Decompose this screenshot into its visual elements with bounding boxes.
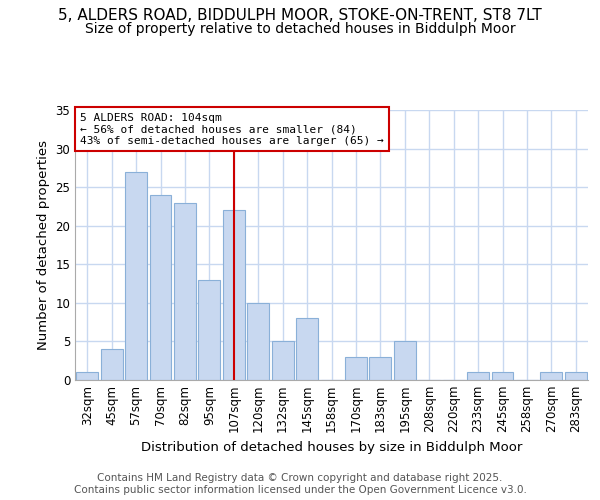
Bar <box>76 372 98 380</box>
Text: Size of property relative to detached houses in Biddulph Moor: Size of property relative to detached ho… <box>85 22 515 36</box>
Bar <box>174 202 196 380</box>
X-axis label: Distribution of detached houses by size in Biddulph Moor: Distribution of detached houses by size … <box>141 440 522 454</box>
Bar <box>199 280 220 380</box>
Text: 5 ALDERS ROAD: 104sqm
← 56% of detached houses are smaller (84)
43% of semi-deta: 5 ALDERS ROAD: 104sqm ← 56% of detached … <box>80 112 384 146</box>
Bar <box>467 372 489 380</box>
Y-axis label: Number of detached properties: Number of detached properties <box>37 140 50 350</box>
Bar <box>491 372 514 380</box>
Bar <box>149 195 172 380</box>
Bar <box>394 342 416 380</box>
Bar <box>272 342 293 380</box>
Bar <box>541 372 562 380</box>
Bar <box>125 172 147 380</box>
Bar <box>296 318 318 380</box>
Bar <box>565 372 587 380</box>
Bar <box>345 357 367 380</box>
Text: 5, ALDERS ROAD, BIDDULPH MOOR, STOKE-ON-TRENT, ST8 7LT: 5, ALDERS ROAD, BIDDULPH MOOR, STOKE-ON-… <box>58 8 542 22</box>
Bar <box>370 357 391 380</box>
Bar <box>101 349 122 380</box>
Text: Contains HM Land Registry data © Crown copyright and database right 2025.
Contai: Contains HM Land Registry data © Crown c… <box>74 474 526 495</box>
Bar <box>247 303 269 380</box>
Bar <box>223 210 245 380</box>
